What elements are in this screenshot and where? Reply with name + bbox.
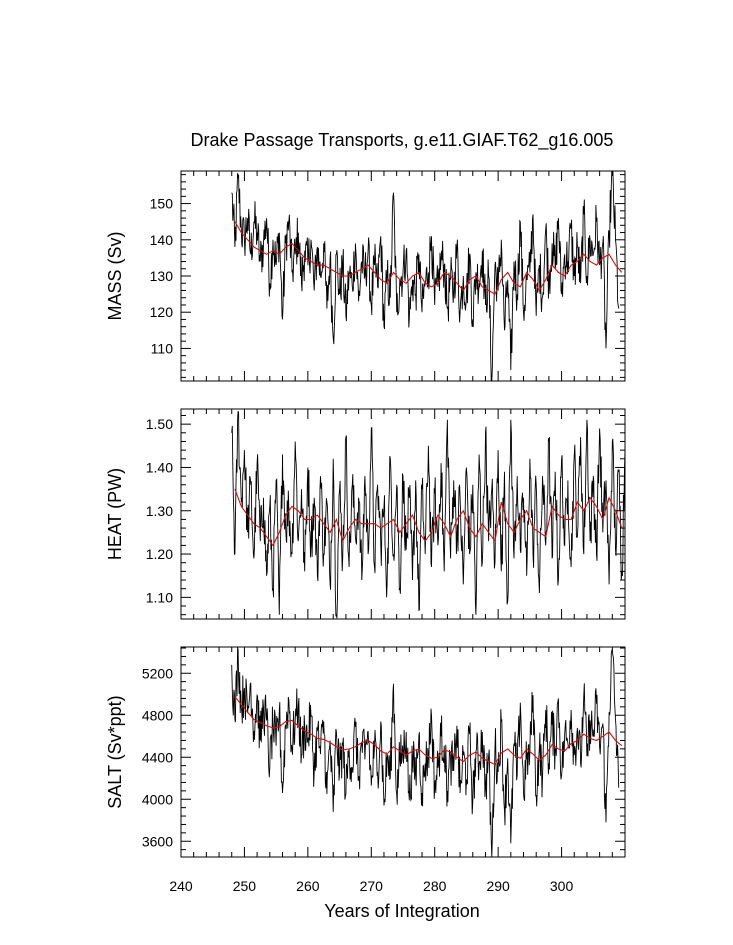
y-tick-label: 150 bbox=[150, 196, 174, 212]
annual-mean-line bbox=[234, 696, 623, 766]
panel-1: 110 120 130 140 150 MASS (Sv) bbox=[105, 170, 626, 382]
annual-mean-line bbox=[234, 488, 623, 547]
x-tick-label: 270 bbox=[360, 878, 384, 894]
x-tick-label: 240 bbox=[169, 878, 193, 894]
y-axis-label: HEAT (PW) bbox=[105, 468, 125, 560]
monthly-series-line bbox=[231, 647, 620, 857]
y-tick-label: 1.30 bbox=[146, 503, 173, 519]
y-axis-label: SALT (Sv*ppt) bbox=[105, 695, 125, 808]
y-tick-label: 1.10 bbox=[146, 589, 173, 605]
y-tick-label: 4000 bbox=[142, 791, 173, 807]
y-tick-label: 3600 bbox=[142, 833, 173, 849]
y-tick-label: 5200 bbox=[142, 665, 173, 681]
panel-3: 3600 4000 4400 4800 5200 SALT (Sv*ppt) 240 250 2… bbox=[105, 646, 626, 894]
y-tick-label: 1.50 bbox=[146, 416, 173, 432]
plot-frame bbox=[180, 408, 626, 620]
y-tick-label: 4800 bbox=[142, 707, 173, 723]
y-tick-label: 110 bbox=[151, 340, 174, 356]
x-axis-label: Years of Integration bbox=[324, 901, 479, 921]
x-tick-label: 300 bbox=[550, 878, 574, 894]
y-tick-label: 1.40 bbox=[146, 459, 173, 475]
plot-frame bbox=[180, 646, 626, 858]
y-tick-label: 4400 bbox=[142, 749, 173, 765]
x-tick-label: 260 bbox=[296, 878, 320, 894]
annual-mean-line bbox=[234, 221, 623, 295]
y-tick-label: 130 bbox=[150, 268, 174, 284]
y-tick-label: 1.20 bbox=[146, 546, 173, 562]
x-tick-label: 290 bbox=[486, 878, 510, 894]
x-tick-label: 280 bbox=[423, 878, 447, 894]
panels-layer: 110 120 130 140 150 MASS (Sv) 1.10 1.20 1.30 1.40… bbox=[105, 170, 626, 894]
chart-title: Drake Passage Transports, g.e11.GIAF.T62… bbox=[191, 130, 614, 151]
panel-2: 1.10 1.20 1.30 1.40 1.50 HEAT (PW) bbox=[105, 408, 626, 620]
y-tick-label: 120 bbox=[150, 304, 174, 320]
x-tick-label: 250 bbox=[233, 878, 257, 894]
y-tick-label: 140 bbox=[150, 232, 174, 248]
y-axis-label: MASS (Sv) bbox=[105, 231, 125, 320]
monthly-series-line bbox=[231, 411, 625, 619]
